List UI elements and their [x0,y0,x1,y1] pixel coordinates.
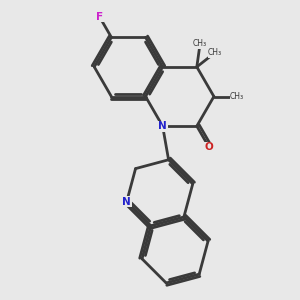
Text: O: O [205,142,213,152]
Text: CH₃: CH₃ [230,92,244,101]
Text: CH₃: CH₃ [193,39,207,48]
Text: F: F [96,12,103,22]
Text: CH₃: CH₃ [208,48,222,57]
Text: N: N [122,196,131,207]
Text: N: N [158,121,167,131]
